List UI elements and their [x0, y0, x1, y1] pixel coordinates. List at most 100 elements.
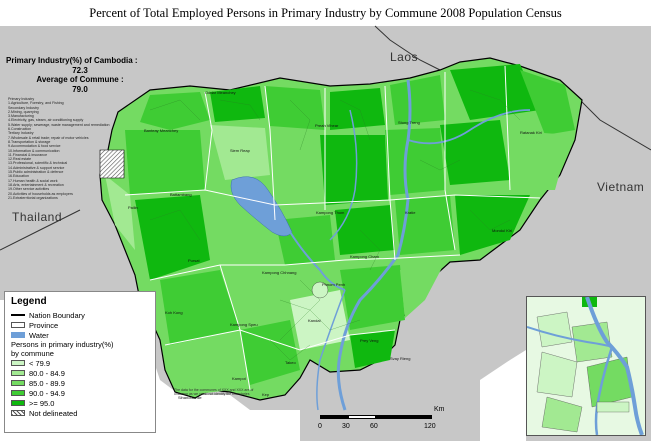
thailand-border	[0, 209, 81, 251]
bassac-river	[316, 289, 346, 411]
scale-bar: Km 0 30 60 120	[318, 406, 448, 436]
note-line: 20.Activities of households as employers	[8, 191, 73, 196]
legend-label: Water	[29, 330, 49, 340]
scale-tick: 120	[424, 423, 436, 430]
note-line: 6.Construction	[8, 127, 32, 132]
place-label: Kampong Speu	[230, 322, 258, 327]
note-line: Tertiary Industry	[8, 131, 34, 136]
note-line: 8.Transportation & storage	[8, 139, 51, 144]
legend-label: >= 95.0	[29, 398, 55, 408]
scale-tick: 30	[342, 423, 350, 430]
legend-label: Not delineated	[29, 408, 78, 418]
tonle-sap	[230, 176, 293, 237]
legend-panel: Legend Nation Boundary Province Water Pe…	[4, 291, 156, 433]
place-label: Kep	[262, 392, 270, 397]
place-label: Kampot	[232, 376, 246, 381]
map-title: Percent of Total Employed Persons in Pri…	[89, 6, 562, 20]
legend-subtitle-2: by commune	[11, 349, 54, 358]
primary-industry-label: Primary Industry(%) of Cambodia :	[6, 56, 138, 65]
country-label-vietnam: Vietnam	[597, 180, 645, 194]
place-label: Mondul Kiri	[492, 228, 513, 233]
place-label: Svay Rieng	[390, 356, 411, 361]
place-label: Stung Treng	[398, 120, 420, 125]
province-swatch	[11, 322, 25, 328]
legend-subtitle-1: Persons in primary industry(%)	[11, 340, 114, 349]
note-line: 2.Mining, quarrying	[8, 109, 39, 114]
note-line: 13.Professional, scientific & technical	[8, 161, 68, 166]
note-line: 7.Wholesale & retail trade; repair of mo…	[8, 135, 89, 140]
legend-water: Water	[11, 330, 155, 340]
place-label: Kratie	[405, 210, 416, 215]
legend-label: 80.0 - 84.9	[29, 368, 65, 378]
laos-border	[374, 25, 441, 71]
place-label: Kandal	[308, 318, 321, 323]
place-label: Oddar Meanchey	[205, 90, 236, 95]
legend-class: < 79.9	[11, 358, 155, 368]
note-line: 4.Electricity, gas, steam, air condition…	[8, 118, 84, 123]
legend-class: 85.0 - 89.9	[11, 378, 155, 388]
legend-not-delineated: Not delineated	[11, 408, 155, 418]
place-label: Ratanak Kiri	[520, 130, 542, 135]
note-line: 10.Information & communication	[8, 148, 60, 153]
place-label: Prey Veng	[360, 338, 379, 343]
primary-industry-value: 72.3	[72, 65, 88, 75]
commune-patches	[105, 64, 575, 395]
class-swatch	[11, 370, 25, 376]
class-swatch	[11, 400, 25, 406]
legend-label: Province	[29, 320, 59, 330]
place-label: Banteay Meanchey	[144, 128, 179, 133]
stats-block: Primary Industry(%) of Cambodia : 72.3 A…	[6, 56, 154, 94]
note-line: 11.Financial & insurance	[8, 152, 48, 157]
credit-note: The data for the communes of XXX and XXX…	[174, 388, 254, 397]
note-line: 12.Real estate	[8, 157, 32, 162]
scale-unit: Km	[434, 406, 445, 413]
legend-nation-boundary: Nation Boundary	[11, 310, 155, 320]
scale-tick: 0	[318, 423, 322, 430]
note-line: 21.Extraterritorial organizations	[8, 195, 58, 200]
legend-class: 90.0 - 94.9	[11, 388, 155, 398]
country-label-thailand: Thailand	[12, 210, 63, 224]
legend-label: 90.0 - 94.9	[29, 388, 65, 398]
class-swatch	[11, 380, 25, 386]
note-line: 5.Water supply; sewerage, waste manageme…	[8, 122, 110, 127]
note-line: Primary Industry	[8, 97, 35, 101]
tributary-2	[329, 109, 358, 241]
note-line: 1.Agriculture, Forestry, and Fishing	[8, 101, 64, 106]
province-boundaries	[124, 65, 541, 391]
place-label: Siem Reap	[230, 148, 250, 153]
scale-segment	[320, 415, 348, 419]
average-commune-label: Average of Commune :	[36, 75, 124, 84]
legend-label: < 79.9	[29, 358, 51, 368]
scale-segment	[376, 415, 432, 419]
note-line: 19.Other service activities	[8, 187, 50, 192]
water-swatch	[11, 332, 25, 338]
country-label-laos: Laos	[390, 50, 419, 64]
legend-title: Legend	[11, 296, 47, 307]
class-swatch	[11, 390, 25, 396]
place-label: Sihanoukville	[178, 395, 202, 400]
inset-map	[526, 296, 646, 436]
not-delineated-area	[99, 149, 125, 179]
legend-province: Province	[11, 320, 155, 330]
nation-boundary-swatch	[11, 314, 25, 316]
sea-east	[480, 350, 526, 441]
industry-notes: Primary Industry 1.Agriculture, Forestry…	[8, 97, 124, 200]
note-line: 3.Manufacturing	[8, 114, 34, 119]
note-line: 18.Arts, entertainment & recreation	[8, 182, 64, 187]
scale-tick: 60	[370, 423, 378, 430]
place-label: Koh Kong	[165, 310, 183, 315]
legend-class: >= 95.0	[11, 398, 155, 408]
note-line: 9.Accommodation & food service	[8, 144, 61, 149]
not-delineated-swatch	[11, 410, 25, 416]
tributary-1	[407, 109, 531, 145]
note-line: Secondary Industry	[8, 105, 39, 110]
inset-map-graphic	[527, 297, 645, 435]
note-line: 15.Public administration & defence	[8, 170, 64, 175]
phnom-penh-area	[311, 281, 329, 299]
legend-label: Nation Boundary	[29, 310, 85, 320]
place-label: Pursat	[188, 258, 200, 263]
place-label: Kampong Chhnang	[262, 270, 297, 275]
place-label: Kampong Thom	[316, 210, 345, 215]
note-line: 14.Administrative & support service	[8, 165, 65, 170]
